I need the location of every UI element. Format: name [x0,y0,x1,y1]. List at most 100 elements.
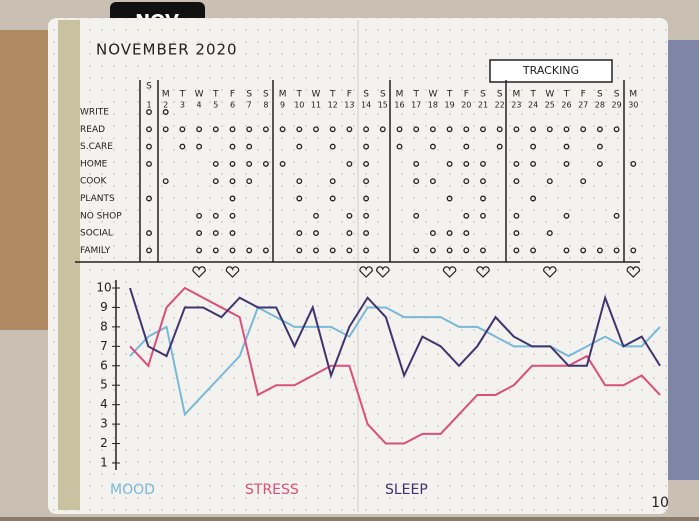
habit-dot [396,126,403,133]
habit-dot [446,126,453,133]
habit-dot [363,212,370,219]
heart [225,266,240,278]
habit-dot [463,230,470,237]
habit-dot [446,247,453,254]
habit-dot [530,195,537,202]
habit-dot [480,126,486,133]
habit-dot [229,230,236,237]
date: 18 [428,101,438,110]
habit-dot [429,126,436,133]
legend-label: STRESS [245,482,299,498]
y-tick-label: 10 [96,281,111,295]
date: 10 [294,101,304,110]
weekday: W [195,90,204,100]
habit-dot [363,126,370,133]
habit-dot [463,126,470,133]
habit-dot [480,212,486,219]
habit-dot [229,212,236,219]
weekday: T [179,90,186,100]
habit-dot [279,126,286,133]
habit-dot [196,143,203,150]
habit-dot [246,143,253,150]
habit-dot [446,195,453,202]
habit-label: WRITE [80,108,109,118]
date: 2 [163,101,168,110]
habit-dot [613,212,620,219]
heart [543,266,557,278]
date: 27 [578,101,588,110]
habit-dot [212,178,219,185]
habit-dot [429,143,436,150]
habit-dot [212,230,219,237]
habit-dot [413,212,420,219]
y-tick-label: 8 [100,319,108,333]
heart [476,266,490,278]
habit-dot [513,126,520,133]
habit-dot [413,178,420,185]
habit-dot [413,160,420,167]
weekday: F [230,90,235,100]
date: 22 [495,101,505,110]
date: 15 [378,101,388,110]
date: 17 [411,101,421,110]
habit-dot [146,230,152,237]
weekday: T [296,90,303,100]
habit-label: HOME [80,159,108,169]
date: 26 [561,101,571,110]
habit-dot [329,247,336,254]
heart [192,266,206,278]
habit-dot [396,143,403,150]
habit-dot [162,178,169,185]
habit-dot [146,195,152,202]
date: 7 [247,101,252,110]
habit-dot [346,212,353,219]
habit-label: FAMILY [80,246,111,256]
weekday: S [597,90,603,100]
habit-dot [596,247,603,254]
habit-dot [313,126,319,133]
habit-dot [196,126,203,133]
date: 24 [528,101,538,110]
habit-dot [146,143,152,150]
heart [359,266,373,278]
date: 14 [361,101,371,110]
weekday: W [312,90,321,100]
habit-dot [513,212,520,219]
weekday: S [614,90,620,100]
habit-dot [596,143,603,150]
heart [626,266,641,278]
habit-dot [530,126,537,133]
habit-dot [329,126,336,133]
habit-dot [596,126,603,133]
habit-dot [329,195,336,202]
habit-dot [246,247,253,254]
date: 16 [394,101,404,110]
habit-dot [429,247,436,254]
y-tick-label: 7 [100,339,108,353]
tracker-frame [75,80,640,470]
habit-dot [229,126,236,133]
habit-dot [546,230,553,237]
habit-dot [546,178,553,185]
date: 3 [180,101,185,110]
habit-dot [429,178,436,185]
habit-dot [496,126,503,133]
y-tick-label: 2 [100,436,108,450]
date: 4 [197,101,202,110]
weekday: M [279,90,287,100]
habit-dot [329,143,336,150]
date: 13 [344,101,354,110]
habit-dot [262,126,269,133]
series-line [129,286,661,445]
weekday: F [347,90,352,100]
date: 19 [445,101,455,110]
habit-dot [563,212,570,219]
habit-dot [246,126,253,133]
habit-dot [480,160,486,167]
weekday: W [428,90,437,100]
habit-dot [513,247,520,254]
habit-dot [596,160,603,167]
weekday: T [563,90,570,100]
y-tick-label: 5 [100,378,108,392]
y-tick-label: 6 [100,358,108,372]
